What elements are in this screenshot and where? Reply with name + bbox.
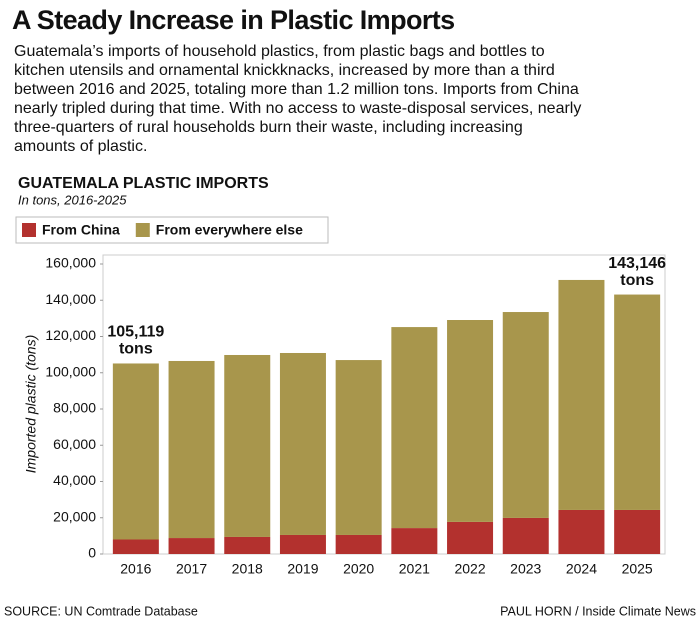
bar-segment — [335, 360, 382, 535]
y-axis-label: Imported plastic (tons) — [23, 335, 39, 474]
credit: PAUL HORN / Inside Climate News — [500, 604, 696, 618]
y-tick-label: 40,000 — [53, 472, 96, 488]
description-line: nearly tripled during that time. With no… — [14, 100, 581, 117]
y-tick-label: 100,000 — [45, 363, 96, 379]
bar-segment — [335, 534, 382, 554]
title: A Steady Increase in Plastic Imports — [12, 5, 455, 35]
bar-segment — [502, 517, 549, 554]
x-tick-label: 2021 — [399, 561, 430, 577]
y-tick-label: 60,000 — [53, 436, 96, 452]
subtitle: In tons, 2016-2025 — [18, 192, 127, 207]
description-line: Guatemala’s imports of household plastic… — [14, 43, 545, 60]
x-tick-label: 2023 — [510, 561, 541, 577]
bar-segment — [447, 320, 494, 522]
bar-segment — [502, 312, 549, 518]
description-line: three-quarters of rural households burn … — [14, 119, 523, 136]
legend-label: From everywhere else — [156, 222, 303, 238]
description-line: amounts of plastic. — [14, 138, 147, 155]
x-tick-label: 2020 — [343, 561, 374, 577]
bar-segment — [614, 509, 661, 554]
bar-segment — [391, 528, 438, 554]
x-tick-label: 2018 — [232, 561, 263, 577]
x-tick-label: 2016 — [120, 561, 151, 577]
legend-box — [15, 216, 329, 244]
annotation: 143,146 — [608, 255, 666, 272]
bar-segment — [279, 352, 326, 535]
annotation: tons — [119, 341, 153, 358]
x-tick-label: 2022 — [454, 561, 485, 577]
y-tick-label: 20,000 — [53, 508, 96, 524]
bar-segment — [614, 294, 661, 510]
x-tick-label: 2017 — [176, 561, 207, 577]
annotation: 105,119 — [107, 324, 164, 341]
y-tick-label: 0 — [88, 545, 96, 561]
bar-segment — [112, 539, 159, 554]
bar-segment — [224, 354, 271, 537]
description-line: kitchen utensils and ornamental knickkna… — [14, 62, 555, 79]
chart-title: GUATEMALA PLASTIC IMPORTS — [18, 175, 269, 192]
description-line: between 2016 and 2025, totaling more tha… — [14, 81, 579, 98]
legend-swatch — [135, 223, 150, 237]
x-tick-label: 2019 — [287, 561, 318, 577]
x-tick-label: 2025 — [622, 561, 653, 577]
source: SOURCE: UN Comtrade Database — [4, 604, 198, 618]
y-tick-label: 80,000 — [53, 400, 96, 416]
bar-segment — [558, 279, 605, 510]
bar-segment — [279, 534, 326, 554]
bar-segment — [168, 360, 215, 539]
bar-segment — [112, 363, 159, 540]
plot-frame — [102, 254, 666, 555]
bar-segment — [391, 327, 438, 529]
bar-segment — [168, 538, 215, 554]
y-tick-label: 120,000 — [45, 327, 96, 343]
bar-segment — [447, 521, 494, 554]
bar-segment — [558, 509, 605, 554]
bar-segment — [224, 536, 271, 554]
y-tick-label: 160,000 — [45, 255, 96, 271]
x-tick-label: 2024 — [566, 561, 597, 577]
annotation: tons — [620, 272, 654, 289]
y-tick-label: 140,000 — [45, 291, 96, 307]
legend-swatch — [22, 223, 36, 237]
legend-label: From China — [42, 222, 120, 238]
